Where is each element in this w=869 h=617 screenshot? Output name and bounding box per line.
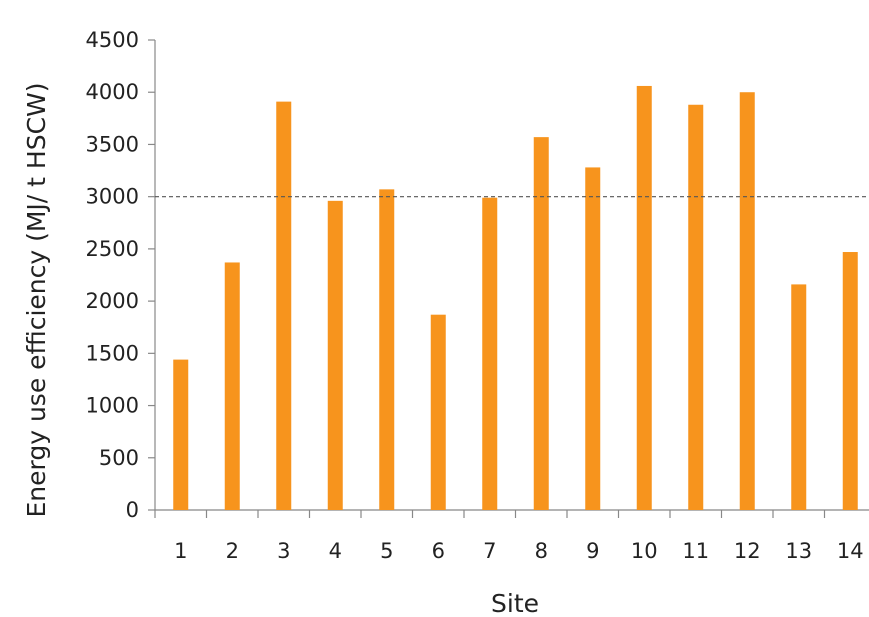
bar-site-13 [791, 284, 807, 510]
bar-site-7 [482, 197, 498, 510]
x-tick-label: 10 [631, 539, 658, 563]
bar-site-6 [430, 314, 446, 510]
y-axis-title: Energy use efficiency (MJ/ t HSCW) [22, 82, 51, 517]
bar-site-12 [739, 92, 755, 510]
y-tick-label: 3500 [86, 132, 139, 156]
x-tick-label: 7 [483, 539, 496, 563]
x-tick-label: 6 [432, 539, 445, 563]
x-tick-label: 4 [329, 539, 342, 563]
x-axis-title: Site [491, 589, 539, 617]
x-tick-label: 5 [380, 539, 393, 563]
x-tick-label: 13 [785, 539, 812, 563]
x-tick-label: 2 [226, 539, 239, 563]
bar-site-14 [842, 252, 858, 510]
bars [173, 85, 858, 510]
bar-site-5 [379, 189, 395, 510]
y-tick-label: 1500 [86, 341, 139, 365]
y-tick-label: 0 [126, 498, 139, 522]
y-axis: 0 500 1000 1500 2000 2500 3000 3500 4000 4500 [86, 28, 156, 522]
y-tick-label: 3000 [86, 185, 139, 209]
y-tick-label: 500 [99, 446, 139, 470]
x-tick-label: 1 [174, 539, 187, 563]
x-tick-label: 14 [837, 539, 864, 563]
x-tick-label: 9 [586, 539, 599, 563]
y-tick-label: 2500 [86, 237, 139, 261]
bar-site-9 [585, 167, 601, 510]
y-axis-ticks: 0 500 1000 1500 2000 2500 3000 3500 4000 4500 [86, 28, 155, 522]
bar-site-1 [173, 359, 189, 510]
bar-site-10 [636, 85, 652, 510]
bar-site-4 [327, 200, 343, 510]
y-tick-label: 4000 [86, 80, 139, 104]
bar-site-8 [533, 137, 549, 510]
x-axis-ticks: 1 2 3 4 5 6 7 8 9 10 11 12 13 14 [154, 510, 864, 563]
x-tick-label: 11 [682, 539, 709, 563]
y-tick-label: 1000 [86, 394, 139, 418]
bar-site-3 [276, 101, 292, 510]
bar-site-11 [688, 104, 704, 510]
x-tick-label: 8 [535, 539, 548, 563]
x-tick-label: 3 [277, 539, 290, 563]
x-tick-label: 12 [734, 539, 761, 563]
y-tick-label: 4500 [86, 28, 139, 52]
y-tick-label: 2000 [86, 289, 139, 313]
bar-site-2 [224, 262, 240, 510]
x-axis: 1 2 3 4 5 6 7 8 9 10 11 12 13 14 [154, 509, 869, 563]
